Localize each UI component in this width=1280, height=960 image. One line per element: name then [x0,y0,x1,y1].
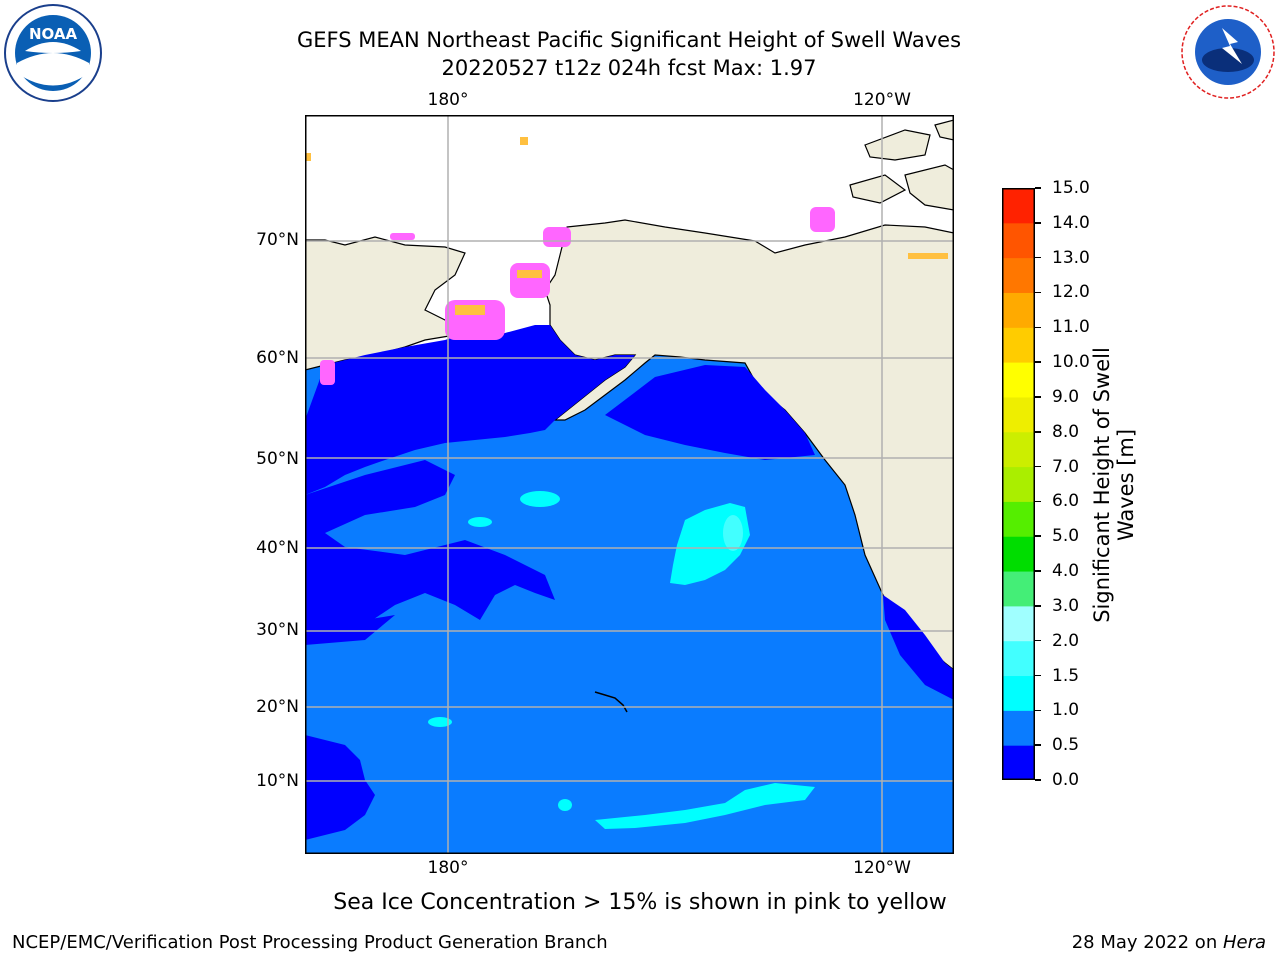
colorbar-tick-label: 15.0 [1052,178,1090,198]
lon-tick-top-120w: 120°W [853,90,911,110]
ocean-low-sw [305,735,375,840]
colorbar-segment [1002,327,1035,363]
colorbar-segment [1002,640,1035,677]
colorbar-segment [1002,362,1035,398]
ocean-swell-south [595,783,815,829]
swell-height-map [305,115,954,854]
colorbar-tick-mark [1035,570,1041,572]
colorbar-tick-mark [1035,779,1041,781]
sea-ice-caption: Sea Ice Concentration > 15% is shown in … [333,890,947,915]
colorbar-segment [1002,396,1035,433]
colorbar-tick-mark [1035,361,1041,363]
ocean-low-west [305,460,555,640]
colorbar-tick-mark [1035,222,1041,224]
colorbar-tick-mark [1035,256,1041,259]
colorbar-tick-label: 11.0 [1052,317,1090,338]
lon-tick-bottom-180: 180° [427,858,469,878]
colorbar-tick-mark [1035,187,1041,189]
colorbar-title-line2: Waves [m] [1114,428,1138,542]
colorbar-border [1002,188,1035,780]
colorbar-segment [1002,536,1035,572]
colorbar-title: Significant Height of Swell Waves [m] [1090,347,1138,623]
colorbar-tick-label: 8.0 [1052,421,1080,442]
ocean-low-west-lower [305,615,395,645]
colorbar-segment [1002,431,1035,468]
colorbar-segment [1002,501,1035,537]
colorbar-tick-label: 0.0 [1052,770,1080,790]
colorbar-segment [1002,745,1035,780]
graticule [305,115,954,854]
colorbar-tick-label: 10.0 [1052,352,1090,373]
lat-tick-20n: 20°N [256,697,299,717]
colorbar-tick-mark [1035,431,1041,433]
ocean-low-gulf [605,365,815,460]
lat-tick-30n: 30°N [256,620,299,640]
nws-logo [1180,4,1276,100]
colorbar-tick-mark [1035,465,1041,468]
lon-tick-top-180: 180° [427,90,469,110]
colorbar-tick-label: 5.0 [1052,526,1080,547]
colorbar-segment [1002,710,1035,746]
colorbar-tick-mark [1035,500,1041,503]
colorbar-segment [1002,222,1035,259]
colorbar-title-line1: Significant Height of Swell [1090,347,1114,623]
colorbar-tick-label: 3.0 [1052,595,1080,616]
colorbar-tick-label: 7.0 [1052,456,1080,477]
colorbar-tick-label: 1.5 [1052,665,1080,686]
colorbar [1002,188,1035,780]
ocean-low-north [305,325,635,495]
colorbar-tick-label: 0.5 [1052,735,1080,756]
ocean-swell-c [428,717,452,727]
colorbar-segment [1002,605,1035,642]
ocean-low-se [883,595,954,700]
lat-tick-60n: 60°N [256,348,299,368]
colorbar-tick-label: 6.0 [1052,491,1080,512]
lat-tick-70n: 70°N [256,230,299,250]
colorbar-tick-mark [1035,291,1041,294]
ocean-swell-d [558,799,572,811]
chart-title-line2: 20220527 t12z 024h fcst Max: 1.97 [441,56,817,80]
colorbar-tick-label: 12.0 [1052,282,1090,303]
land-arctic-islands [849,119,954,211]
noaa-logo-text: NOAA [29,25,78,43]
noaa-logo: NOAA [4,4,102,102]
chart-title-line1: GEFS MEAN Northeast Pacific Significant … [296,28,962,52]
colorbar-tick-mark [1035,744,1041,746]
colorbar-segment [1002,675,1035,711]
ocean-swell-a [520,491,560,507]
colorbar-tick-label: 9.0 [1052,386,1080,407]
colorbar-tick-label: 14.0 [1052,212,1090,233]
colorbar-tick-mark [1035,396,1041,398]
colorbar-tick-label: 1.0 [1052,700,1080,721]
lon-tick-bottom-120w: 120°W [853,858,911,878]
lat-tick-10n: 10°N [256,771,299,791]
colorbar-tick-mark [1035,709,1041,712]
colorbar-tick-label: 2.0 [1052,630,1080,651]
colorbar-segment [1002,466,1035,502]
colorbar-tick-label: 4.0 [1052,561,1080,582]
colorbar-segment [1002,571,1035,607]
colorbar-segment [1002,257,1035,293]
footer-right: 28 May 2022 on Hera [1072,932,1266,953]
colorbar-segment [1002,188,1035,224]
colorbar-tick-mark [1035,605,1041,607]
colorbar-tick-label: 13.0 [1052,247,1090,268]
colorbar-segment [1002,292,1035,328]
lat-tick-50n: 50°N [256,449,299,469]
footer-date: 28 May 2022 on [1071,932,1223,953]
lat-tick-40n: 40°N [256,538,299,558]
ocean-swell-e [723,515,743,551]
colorbar-tick-mark [1035,326,1041,329]
ocean-swell-b [468,517,492,527]
footer-left: NCEP/EMC/Verification Post Processing Pr… [12,932,608,953]
colorbar-tick-mark [1035,639,1041,642]
colorbar-tick-mark [1035,674,1041,677]
footer-host: Hera [1222,932,1266,953]
sea-ice-edge [305,137,948,315]
colorbar-tick-mark [1035,535,1041,537]
